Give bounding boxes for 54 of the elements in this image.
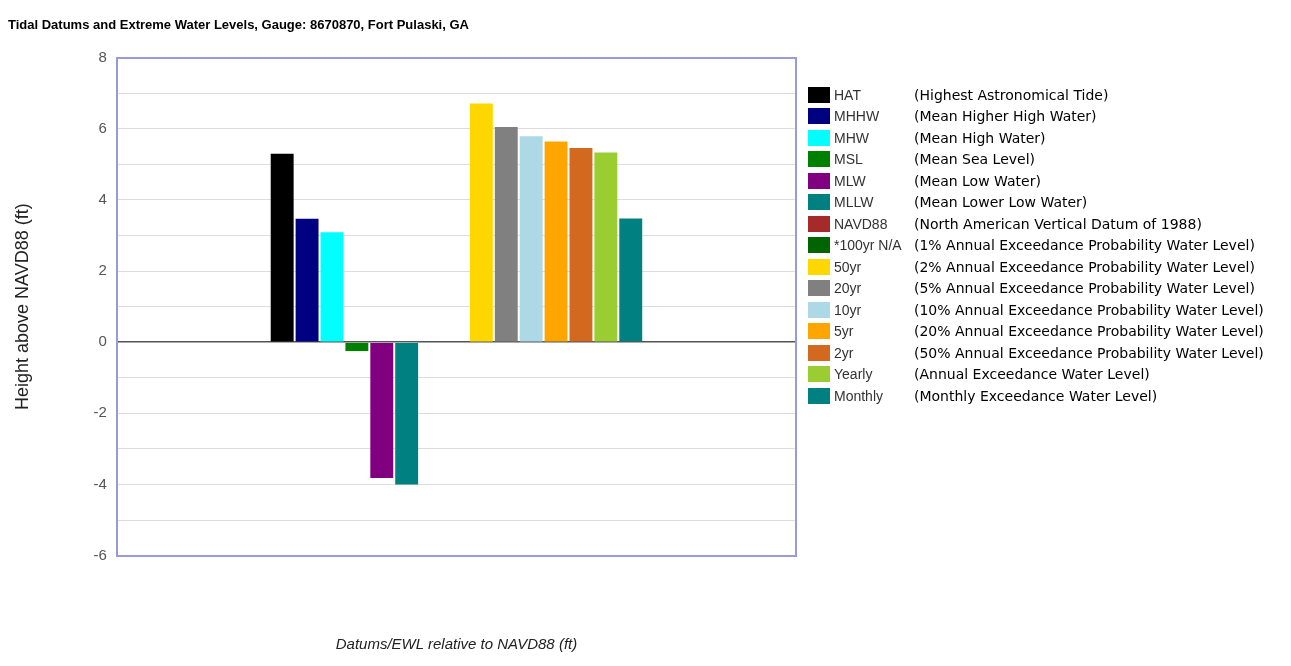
text: (20% Annual Exceedance Probability Water Level) — [914, 323, 1264, 340]
bar — [494, 126, 518, 342]
y-tick-label: -4 — [93, 474, 107, 492]
legend-label: 2yr — [834, 344, 855, 361]
text: (Annual Exceedance Water Level) — [914, 366, 1150, 383]
text: (50% Annual Exceedance Probability Water Level) — [914, 344, 1264, 361]
text: (5% Annual Exceedance Probability Water Level) — [914, 280, 1255, 297]
legend-label: NAVD88 — [834, 215, 889, 232]
y-tick-label: -6 — [93, 545, 107, 563]
text: (Mean High Water) — [914, 129, 1046, 146]
bar — [295, 218, 319, 342]
legend-label: MSL — [834, 151, 864, 168]
y-tick-label: 2 — [98, 261, 107, 279]
y-axis-title: Height above NAVD88 (ft) — [11, 203, 32, 410]
text: (Mean Higher High Water) — [914, 108, 1097, 125]
bar — [544, 141, 568, 342]
bar — [395, 342, 419, 485]
text: (Mean Low Water) — [914, 172, 1041, 189]
x-axis-title: Datums/EWL relative to NAVD88 (ft) — [335, 635, 578, 653]
legend-label: HAT — [834, 86, 862, 103]
text: (Monthly Exceedance Water Level) — [914, 387, 1158, 404]
legend-label: 5yr — [834, 323, 855, 340]
bar — [569, 147, 593, 342]
text: (Mean Lower Low Water) — [914, 194, 1088, 211]
text: (Mean Sea Level) — [914, 151, 1036, 168]
legend-label: 20yr — [834, 280, 863, 297]
text: (Highest Astronomical Tide) — [914, 86, 1109, 103]
legend-label: MHHW — [834, 108, 881, 125]
text: (1% Annual Exceedance Probability Water Level) — [914, 237, 1255, 254]
bar — [594, 152, 618, 342]
bar — [320, 232, 344, 342]
legend-label: MLW — [834, 172, 867, 189]
bar — [469, 103, 493, 342]
bar — [619, 218, 643, 342]
text: (2% Annual Exceedance Probability Water Level) — [914, 258, 1255, 275]
legend-label: Monthly — [834, 387, 885, 404]
bar — [270, 153, 294, 342]
legend-label: MLLW — [834, 194, 875, 211]
legend-label: Yearly — [834, 366, 874, 383]
y-tick-label: -2 — [93, 403, 107, 421]
text: (North American Vertical Datum of 1988) — [914, 215, 1202, 232]
y-tick-label: 0 — [98, 332, 107, 350]
chart-title: Tidal Datums and Extreme Water Levels, Gauge: 8670870, Fort Pulaski, GA — [8, 17, 470, 33]
legend-label: 10yr — [834, 301, 863, 318]
text: (10% Annual Exceedance Probability Water Level) — [914, 301, 1264, 318]
legend-label: *100yr N/A — [834, 237, 903, 254]
y-tick-label: 4 — [98, 190, 107, 208]
y-tick-label: 8 — [98, 47, 107, 65]
bar — [370, 342, 394, 479]
bar — [519, 136, 543, 342]
legend-label: 50yr — [834, 258, 863, 275]
legend-label: MHW — [834, 129, 870, 146]
y-tick-label: 6 — [98, 118, 107, 136]
bar — [345, 342, 369, 352]
